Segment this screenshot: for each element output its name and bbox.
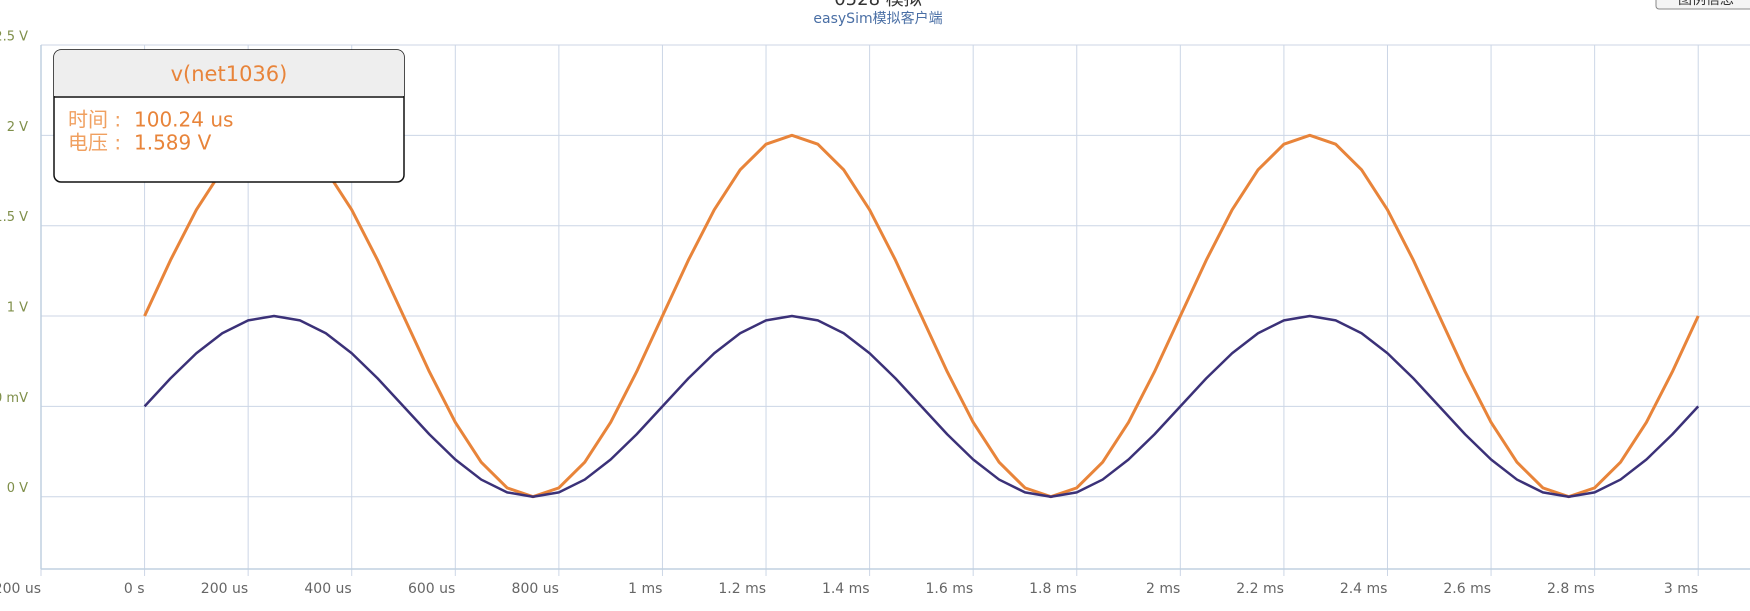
legend-button[interactable]: 图例信息 [1655, 0, 1750, 10]
x-tick-label: 0 s [124, 581, 145, 597]
x-tick-label: 2.2 ms [1236, 581, 1284, 597]
x-tick-label: 2.6 ms [1443, 581, 1491, 597]
y-tick-label: 1 V [7, 301, 28, 316]
x-tick-label: 3 ms [1664, 581, 1698, 597]
tooltip-header-bg [54, 50, 404, 96]
tooltip-value: 100.24 us [134, 108, 233, 132]
button-label[interactable]: 图例信息 [1678, 0, 1734, 8]
tooltip-label: 电压 : [68, 131, 121, 155]
series-line [143, 133, 1700, 499]
x-tick-label: 2 ms [1146, 581, 1180, 597]
chart-subtitle: easySim模拟客户端 [813, 10, 942, 27]
x-tick-label: 1.4 ms [822, 581, 870, 597]
x-tick-label: 2.8 ms [1547, 581, 1595, 597]
y-tick-label: 2.5 V [0, 30, 28, 45]
chart-title: 0528 模拟 [834, 0, 922, 10]
x-tick-label: 1.6 ms [926, 581, 974, 597]
series-line [143, 314, 1700, 498]
x-tick-label: -200 us [0, 581, 41, 597]
y-tick-label: 0 V [7, 481, 28, 496]
y-tick-label: 500 mV [0, 391, 28, 406]
x-tick-label: 600 us [408, 581, 455, 597]
x-tick-label: 400 us [304, 581, 351, 597]
tooltip-title: v(net1036) [171, 62, 288, 86]
x-tick-label: 1.8 ms [1029, 581, 1077, 597]
x-tick-label: 1 ms [628, 581, 662, 597]
x-tick-label: 1.2 ms [718, 581, 766, 597]
y-tick-label: 2 V [7, 120, 28, 135]
x-tick-label: 2.4 ms [1340, 581, 1388, 597]
x-tick-label: 200 us [201, 581, 248, 597]
tooltip: v(net1036) 时间 : 100.24 us 电压 : 1.589 V [53, 49, 405, 183]
x-tick-label: 800 us [512, 581, 559, 597]
tooltip-label: 时间 : [68, 108, 121, 132]
tooltip-value: 1.589 V [134, 131, 212, 155]
y-tick-label: 1.5 V [0, 210, 28, 225]
button-box[interactable] [1655, 0, 1750, 10]
